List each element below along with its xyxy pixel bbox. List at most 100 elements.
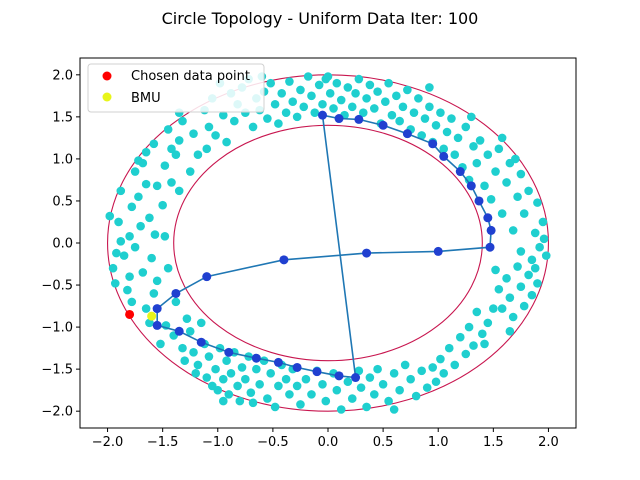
data-point: [149, 289, 159, 298]
y-tick-label: 1.5: [52, 110, 73, 125]
data-point: [218, 110, 228, 120]
data-point: [461, 349, 471, 359]
data-point: [469, 141, 478, 151]
data-point: [123, 285, 132, 295]
data-point: [303, 72, 313, 81]
neuron: [334, 114, 344, 124]
data-point: [292, 381, 302, 391]
data-point: [384, 396, 393, 406]
data-point: [358, 108, 368, 117]
data-point: [428, 363, 438, 372]
data-point: [147, 253, 156, 263]
data-point: [274, 381, 283, 391]
neuron: [224, 347, 234, 357]
data-point: [185, 326, 195, 336]
data-point: [422, 383, 432, 392]
data-point: [466, 112, 476, 122]
data-point: [152, 276, 162, 286]
neuron: [292, 362, 302, 372]
x-tick-label: 2.0: [538, 435, 559, 450]
data-point: [524, 270, 533, 280]
data-point: [163, 125, 173, 134]
data-point: [150, 230, 160, 239]
data-point: [442, 127, 452, 137]
data-point: [362, 94, 371, 103]
data-point: [134, 192, 143, 202]
data-point: [277, 89, 287, 98]
data-point: [125, 231, 134, 241]
legend-marker-chosen: [102, 71, 112, 81]
data-point: [516, 282, 526, 292]
data-point: [533, 279, 542, 288]
data-point: [307, 91, 316, 101]
neuron: [402, 129, 412, 139]
data-point: [116, 186, 126, 196]
data-point: [538, 217, 548, 227]
data-point: [266, 78, 275, 88]
data-point: [472, 158, 482, 168]
data-point: [185, 167, 195, 176]
y-tick-label: −0.5: [41, 279, 73, 294]
data-point: [491, 167, 500, 176]
neuron: [474, 196, 484, 206]
data-point: [270, 99, 280, 109]
neuron: [251, 353, 261, 363]
data-point: [114, 217, 123, 227]
data-point: [491, 265, 500, 275]
data-point: [235, 396, 245, 406]
neuron: [171, 288, 181, 298]
data-point: [505, 293, 515, 302]
data-point: [130, 242, 140, 252]
data-point: [475, 136, 485, 145]
data-point: [369, 104, 379, 113]
data-point: [439, 144, 449, 154]
data-point: [204, 122, 214, 132]
legend-marker-bmu: [102, 92, 112, 102]
data-point: [237, 363, 247, 372]
data-point: [314, 80, 324, 90]
data-point: [395, 116, 404, 126]
data-point: [138, 268, 148, 277]
data-point: [296, 400, 305, 409]
legend: Chosen data point BMU: [87, 63, 265, 113]
data-point: [270, 402, 280, 412]
data-point: [516, 247, 526, 256]
chosen-data-point: [125, 309, 135, 319]
data-point: [400, 360, 410, 370]
data-point: [171, 297, 181, 307]
data-point: [447, 114, 456, 123]
data-point: [332, 78, 342, 88]
data-point: [486, 194, 496, 204]
data-point: [420, 114, 430, 123]
data-point: [519, 209, 529, 218]
neuron: [439, 151, 449, 161]
data-point: [130, 167, 140, 176]
data-point: [387, 110, 397, 120]
data-point: [163, 263, 173, 273]
data-point: [136, 221, 145, 231]
data-point: [211, 131, 220, 140]
data-point: [202, 373, 212, 382]
data-point: [389, 405, 399, 414]
data-point: [389, 369, 399, 378]
data-point: [145, 213, 154, 223]
data-point: [310, 108, 320, 117]
y-tick-label: 1.0: [52, 152, 73, 167]
y-tick-label: −1.0: [41, 321, 73, 336]
bmu-point: [147, 311, 157, 321]
x-tick-label: 0.0: [318, 435, 339, 450]
data-point: [224, 390, 234, 399]
neuron: [312, 367, 322, 377]
data-point: [417, 366, 426, 376]
data-point: [469, 341, 478, 350]
data-point: [266, 369, 275, 378]
data-point: [425, 83, 434, 92]
data-point: [171, 150, 181, 160]
data-point: [285, 390, 294, 399]
data-point: [381, 97, 390, 107]
data-point: [365, 80, 375, 90]
data-point: [403, 85, 412, 95]
data-point: [318, 379, 327, 389]
y-tick-label: 0.5: [52, 194, 73, 209]
